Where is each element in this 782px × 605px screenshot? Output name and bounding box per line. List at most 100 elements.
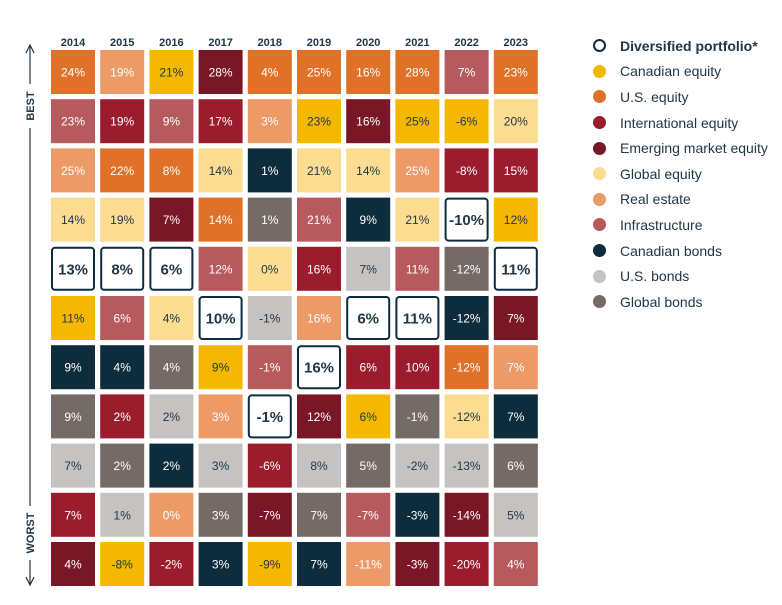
return-value-label: 7%	[163, 213, 181, 227]
return-cell	[395, 345, 440, 390]
return-cell	[149, 148, 194, 193]
return-value-label: -6%	[456, 115, 478, 129]
return-value-label: 6%	[357, 311, 379, 328]
return-value-label: 23%	[504, 66, 528, 80]
return-cell	[444, 148, 489, 193]
return-value-label: -12%	[453, 361, 481, 375]
legend-label: Global equity	[620, 165, 702, 182]
return-cell	[346, 50, 391, 94]
return-cell	[444, 443, 489, 488]
return-cell	[247, 197, 292, 242]
return-value-label: 16%	[307, 312, 331, 326]
return-cell	[444, 50, 489, 94]
return-cell	[100, 443, 145, 488]
return-value-label: 11%	[403, 311, 432, 328]
return-cell	[149, 99, 194, 144]
legend-swatch-icon	[593, 39, 606, 53]
return-cell	[493, 99, 538, 144]
return-value-label: 13%	[58, 261, 88, 278]
return-value-label: -2%	[161, 558, 183, 572]
legend-swatch-icon	[593, 192, 606, 206]
legend-label: U.S. equity	[620, 88, 689, 105]
year-header: 2019	[307, 37, 331, 49]
legend-swatch-icon	[593, 218, 606, 232]
return-value-label: -13%	[453, 459, 481, 473]
return-cell	[51, 345, 95, 390]
return-value-label: 7%	[507, 361, 525, 375]
return-cell	[493, 443, 538, 488]
return-value-label: 11%	[406, 262, 429, 276]
return-cell	[346, 542, 391, 586]
return-value-label: 14%	[209, 164, 233, 178]
return-cell	[149, 542, 194, 586]
diversified-portfolio-cell	[395, 296, 440, 340]
legend-label: International equity	[620, 114, 739, 131]
return-value-label: 7%	[360, 262, 378, 276]
legend-label: U.S. bonds	[620, 268, 690, 285]
return-value-label: 3%	[261, 115, 279, 129]
return-cell	[149, 394, 194, 439]
return-value-label: 4%	[114, 361, 132, 375]
return-value-label: 25%	[61, 164, 85, 178]
return-cell	[100, 394, 145, 439]
return-value-label: 12%	[504, 213, 528, 227]
return-cell	[346, 148, 391, 193]
return-value-label: 4%	[163, 312, 181, 326]
worst-label: WORST	[25, 512, 37, 553]
return-value-label: 6%	[114, 312, 132, 326]
return-cell	[395, 197, 440, 242]
return-value-label: 16%	[356, 66, 380, 80]
return-cell	[346, 197, 391, 242]
legend-swatch-icon	[593, 167, 606, 181]
return-value-label: -1%	[259, 361, 281, 375]
legend-label: Canadian equity	[620, 63, 722, 80]
return-value-label: -3%	[407, 508, 429, 522]
return-cell	[198, 148, 243, 193]
year-header: 2014	[61, 37, 86, 49]
return-cell	[444, 394, 489, 439]
legend-label: Real estate	[620, 191, 691, 208]
return-cell	[198, 246, 243, 291]
return-cell	[198, 197, 243, 242]
return-value-label: -20%	[453, 558, 481, 572]
return-cell	[297, 246, 341, 291]
legend-swatch-icon	[593, 90, 606, 104]
diversified-portfolio-cell	[493, 246, 538, 291]
legend-label: Canadian bonds	[620, 242, 722, 259]
return-cell	[297, 492, 341, 537]
return-value-label: 0%	[163, 508, 181, 522]
return-value-label: 16%	[304, 360, 334, 377]
return-value-label: 12%	[209, 262, 233, 276]
legend-swatch-icon	[593, 116, 606, 130]
worst-label-bg	[21, 506, 39, 560]
return-value-label: 1%	[261, 164, 279, 178]
return-value-label: 23%	[61, 115, 85, 129]
return-value-label: 6%	[360, 361, 378, 375]
return-cell	[493, 542, 538, 586]
return-cell	[247, 50, 292, 94]
return-cell	[297, 99, 341, 144]
return-cell	[297, 394, 341, 439]
legend-label: Global bonds	[620, 293, 703, 310]
return-value-label: -8%	[112, 558, 134, 572]
return-cell	[297, 148, 341, 193]
year-header: 2023	[504, 37, 528, 49]
return-value-label: 2%	[163, 459, 181, 473]
return-cell	[493, 148, 538, 193]
return-cell	[198, 345, 243, 390]
return-cell	[395, 542, 440, 586]
return-value-label: 23%	[307, 115, 331, 129]
return-value-label: 24%	[61, 66, 85, 80]
return-value-label: -1%	[259, 312, 281, 326]
return-value-label: 21%	[159, 66, 183, 80]
return-cell	[247, 148, 292, 193]
return-value-label: -1%	[256, 409, 283, 426]
return-value-label: -7%	[358, 508, 380, 522]
return-cell	[100, 197, 145, 242]
diversified-portfolio-cell	[346, 296, 391, 340]
return-cell	[198, 542, 243, 586]
return-value-label: 4%	[163, 361, 181, 375]
return-cell	[346, 394, 391, 439]
return-value-label: 7%	[310, 558, 328, 572]
return-cell	[198, 443, 243, 488]
